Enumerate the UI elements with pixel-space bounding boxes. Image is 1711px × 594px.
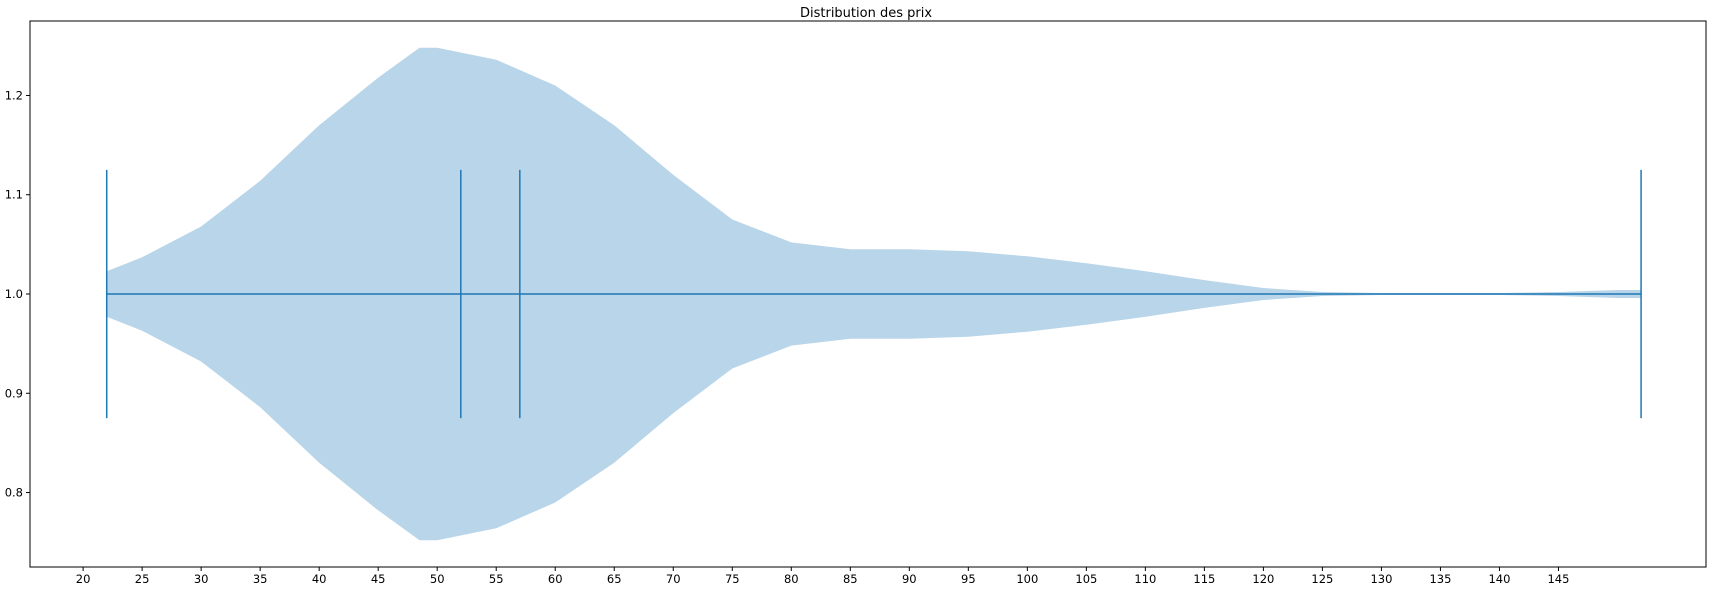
x-tick-label: 75	[725, 572, 740, 586]
y-tick-label: 1.1	[5, 188, 23, 202]
x-tick-label: 140	[1488, 572, 1510, 586]
x-tick-label: 105	[1075, 572, 1097, 586]
x-tick-label: 85	[843, 572, 858, 586]
x-tick-label: 80	[784, 572, 799, 586]
y-tick-label: 1.2	[5, 88, 23, 102]
x-tick-label: 30	[194, 572, 209, 586]
y-tick-label: 1.0	[5, 287, 23, 301]
x-tick-label: 135	[1429, 572, 1451, 586]
x-tick-label: 35	[253, 572, 268, 586]
x-tick-label: 70	[666, 572, 681, 586]
x-tick-label: 65	[607, 572, 622, 586]
x-tick-label: 90	[902, 572, 917, 586]
x-tick-label: 55	[489, 572, 504, 586]
x-tick-label: 60	[548, 572, 563, 586]
x-tick-label: 125	[1311, 572, 1333, 586]
x-tick-label: 120	[1252, 572, 1274, 586]
x-tick-label: 115	[1193, 572, 1215, 586]
x-tick-label: 20	[76, 572, 91, 586]
chart-title: Distribution des prix	[800, 6, 932, 21]
plot-area	[105, 47, 1642, 541]
y-tick-label: 0.9	[5, 386, 23, 400]
x-tick-label: 130	[1370, 572, 1392, 586]
y-axis: 0.8 0.9 1.0 1.1 1.2	[5, 88, 30, 500]
x-tick-label: 100	[1016, 572, 1038, 586]
x-axis: 20 25 30 35 40 45 50 55 60 65 70 75 80 85 90 95 100 105 11…	[76, 567, 1569, 586]
x-tick-label: 45	[371, 572, 386, 586]
x-tick-label: 50	[430, 572, 445, 586]
y-tick-label: 0.8	[5, 486, 23, 500]
x-tick-label: 25	[135, 572, 150, 586]
x-tick-label: 40	[312, 572, 327, 586]
x-tick-label: 145	[1547, 572, 1569, 586]
x-tick-label: 110	[1134, 572, 1156, 586]
x-tick-label: 95	[961, 572, 976, 586]
